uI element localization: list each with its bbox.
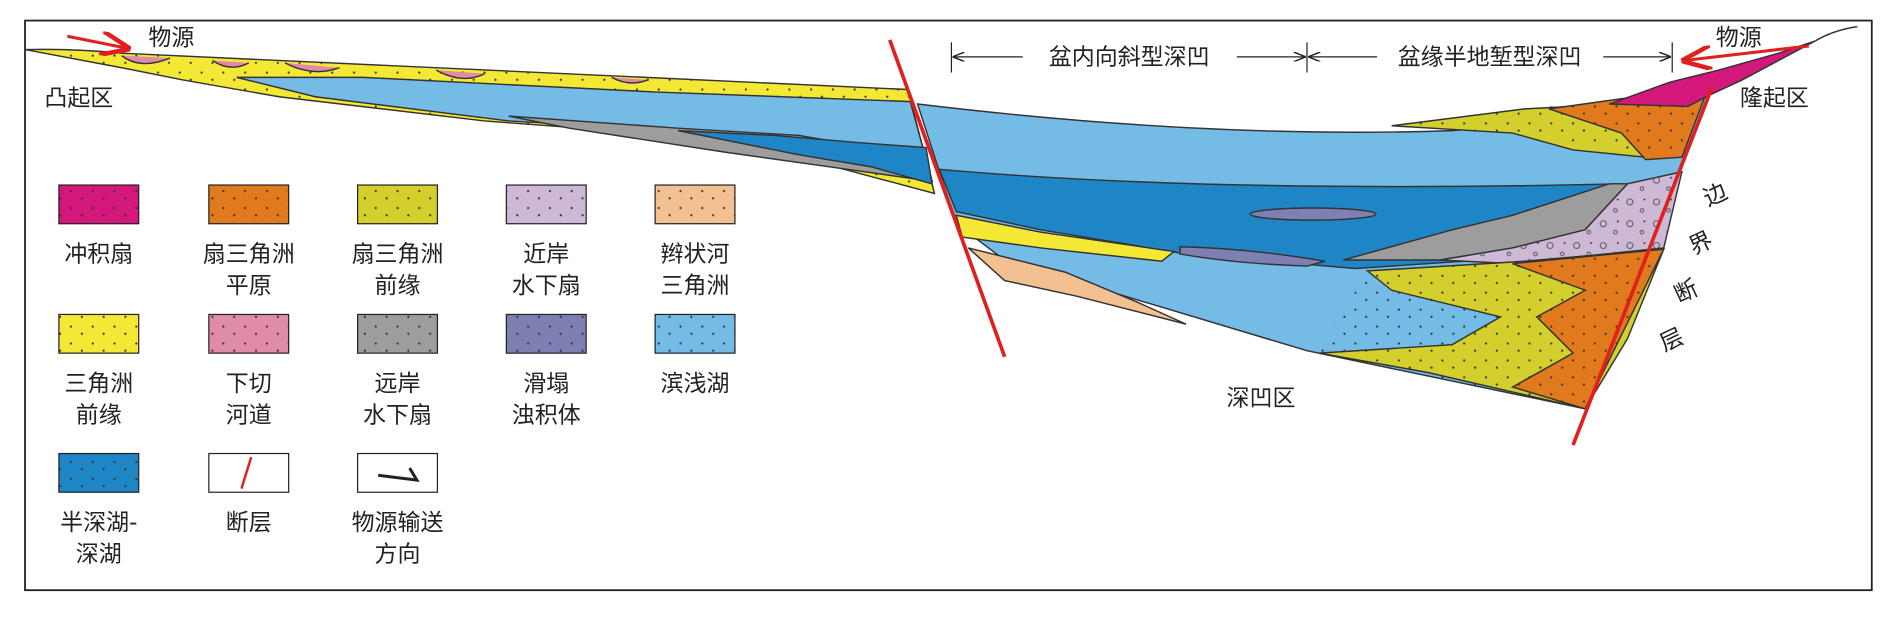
cross-section [24,25,1858,446]
fault-label-char: 界 [1685,227,1717,260]
legend-label: 冲积扇 [64,242,133,268]
legend-texture [506,185,587,224]
legend-label: 前缘 [375,273,421,299]
source-label: 物源 [1716,25,1762,51]
legend-swatch [208,452,290,493]
legend-label: 方向 [375,542,421,568]
legend-label: 扇三角洲 [203,242,295,268]
legend-label: 远岸 [375,371,421,397]
legend-label: 辫状河 [661,242,730,268]
legend-label: 三角洲 [64,371,133,397]
legend-label: 浊积体 [512,403,581,429]
frame [24,19,1873,592]
legend-texture [357,314,438,354]
legend-label: 平原 [226,273,272,299]
legend: 冲积扇 扇三角洲平原扇三角洲前缘近岸水下扇辫状河三角洲三角洲前缘下切河道远岸水下扇… [58,184,736,568]
legend-texture [357,185,438,224]
source-label: 物源 [148,25,194,51]
legend-texture [208,314,289,354]
region-label: 隆起区 [1740,86,1809,112]
fault-label-char: 断 [1671,276,1703,309]
fault-label-char: 层 [1656,324,1688,357]
legend-swatch [357,452,439,493]
fault-label-char: 边 [1700,179,1732,212]
legend-label: 深湖 [76,542,122,568]
region-label: 深凹区 [1227,386,1296,412]
legend-fault-symbol [240,456,253,489]
legend-texture [655,185,735,224]
legend-label: 下切 [226,371,272,397]
legend-arrow-symbol [377,467,420,483]
legend-label: 半深湖- [60,510,137,536]
sag-label: 盆缘半地堑型深凹 [1398,45,1582,71]
legend-label: 断层 [226,510,272,536]
legend-label: 扇三角洲 [352,242,444,268]
legend-texture [208,185,289,224]
legend-label: 物源输送 [352,510,444,536]
legend-label: 河道 [226,403,272,429]
legend-texture [506,314,587,354]
legend-label: 水下扇 [363,403,432,429]
legend-texture [58,185,139,224]
legend-texture [655,314,735,354]
sag-label: 盆内向斜型深凹 [1049,45,1210,71]
legend-texture [58,314,139,354]
region-label: 凸起区 [44,86,113,112]
legend-label: 近岸 [523,242,569,268]
legend-label: 前缘 [76,403,122,429]
legend-label: 水下扇 [512,273,581,299]
legend-texture [58,453,139,493]
legend-label: 滨浅湖 [661,371,730,397]
legend-label: 滑塌 [523,371,569,397]
legend-label: 三角洲 [661,273,730,299]
